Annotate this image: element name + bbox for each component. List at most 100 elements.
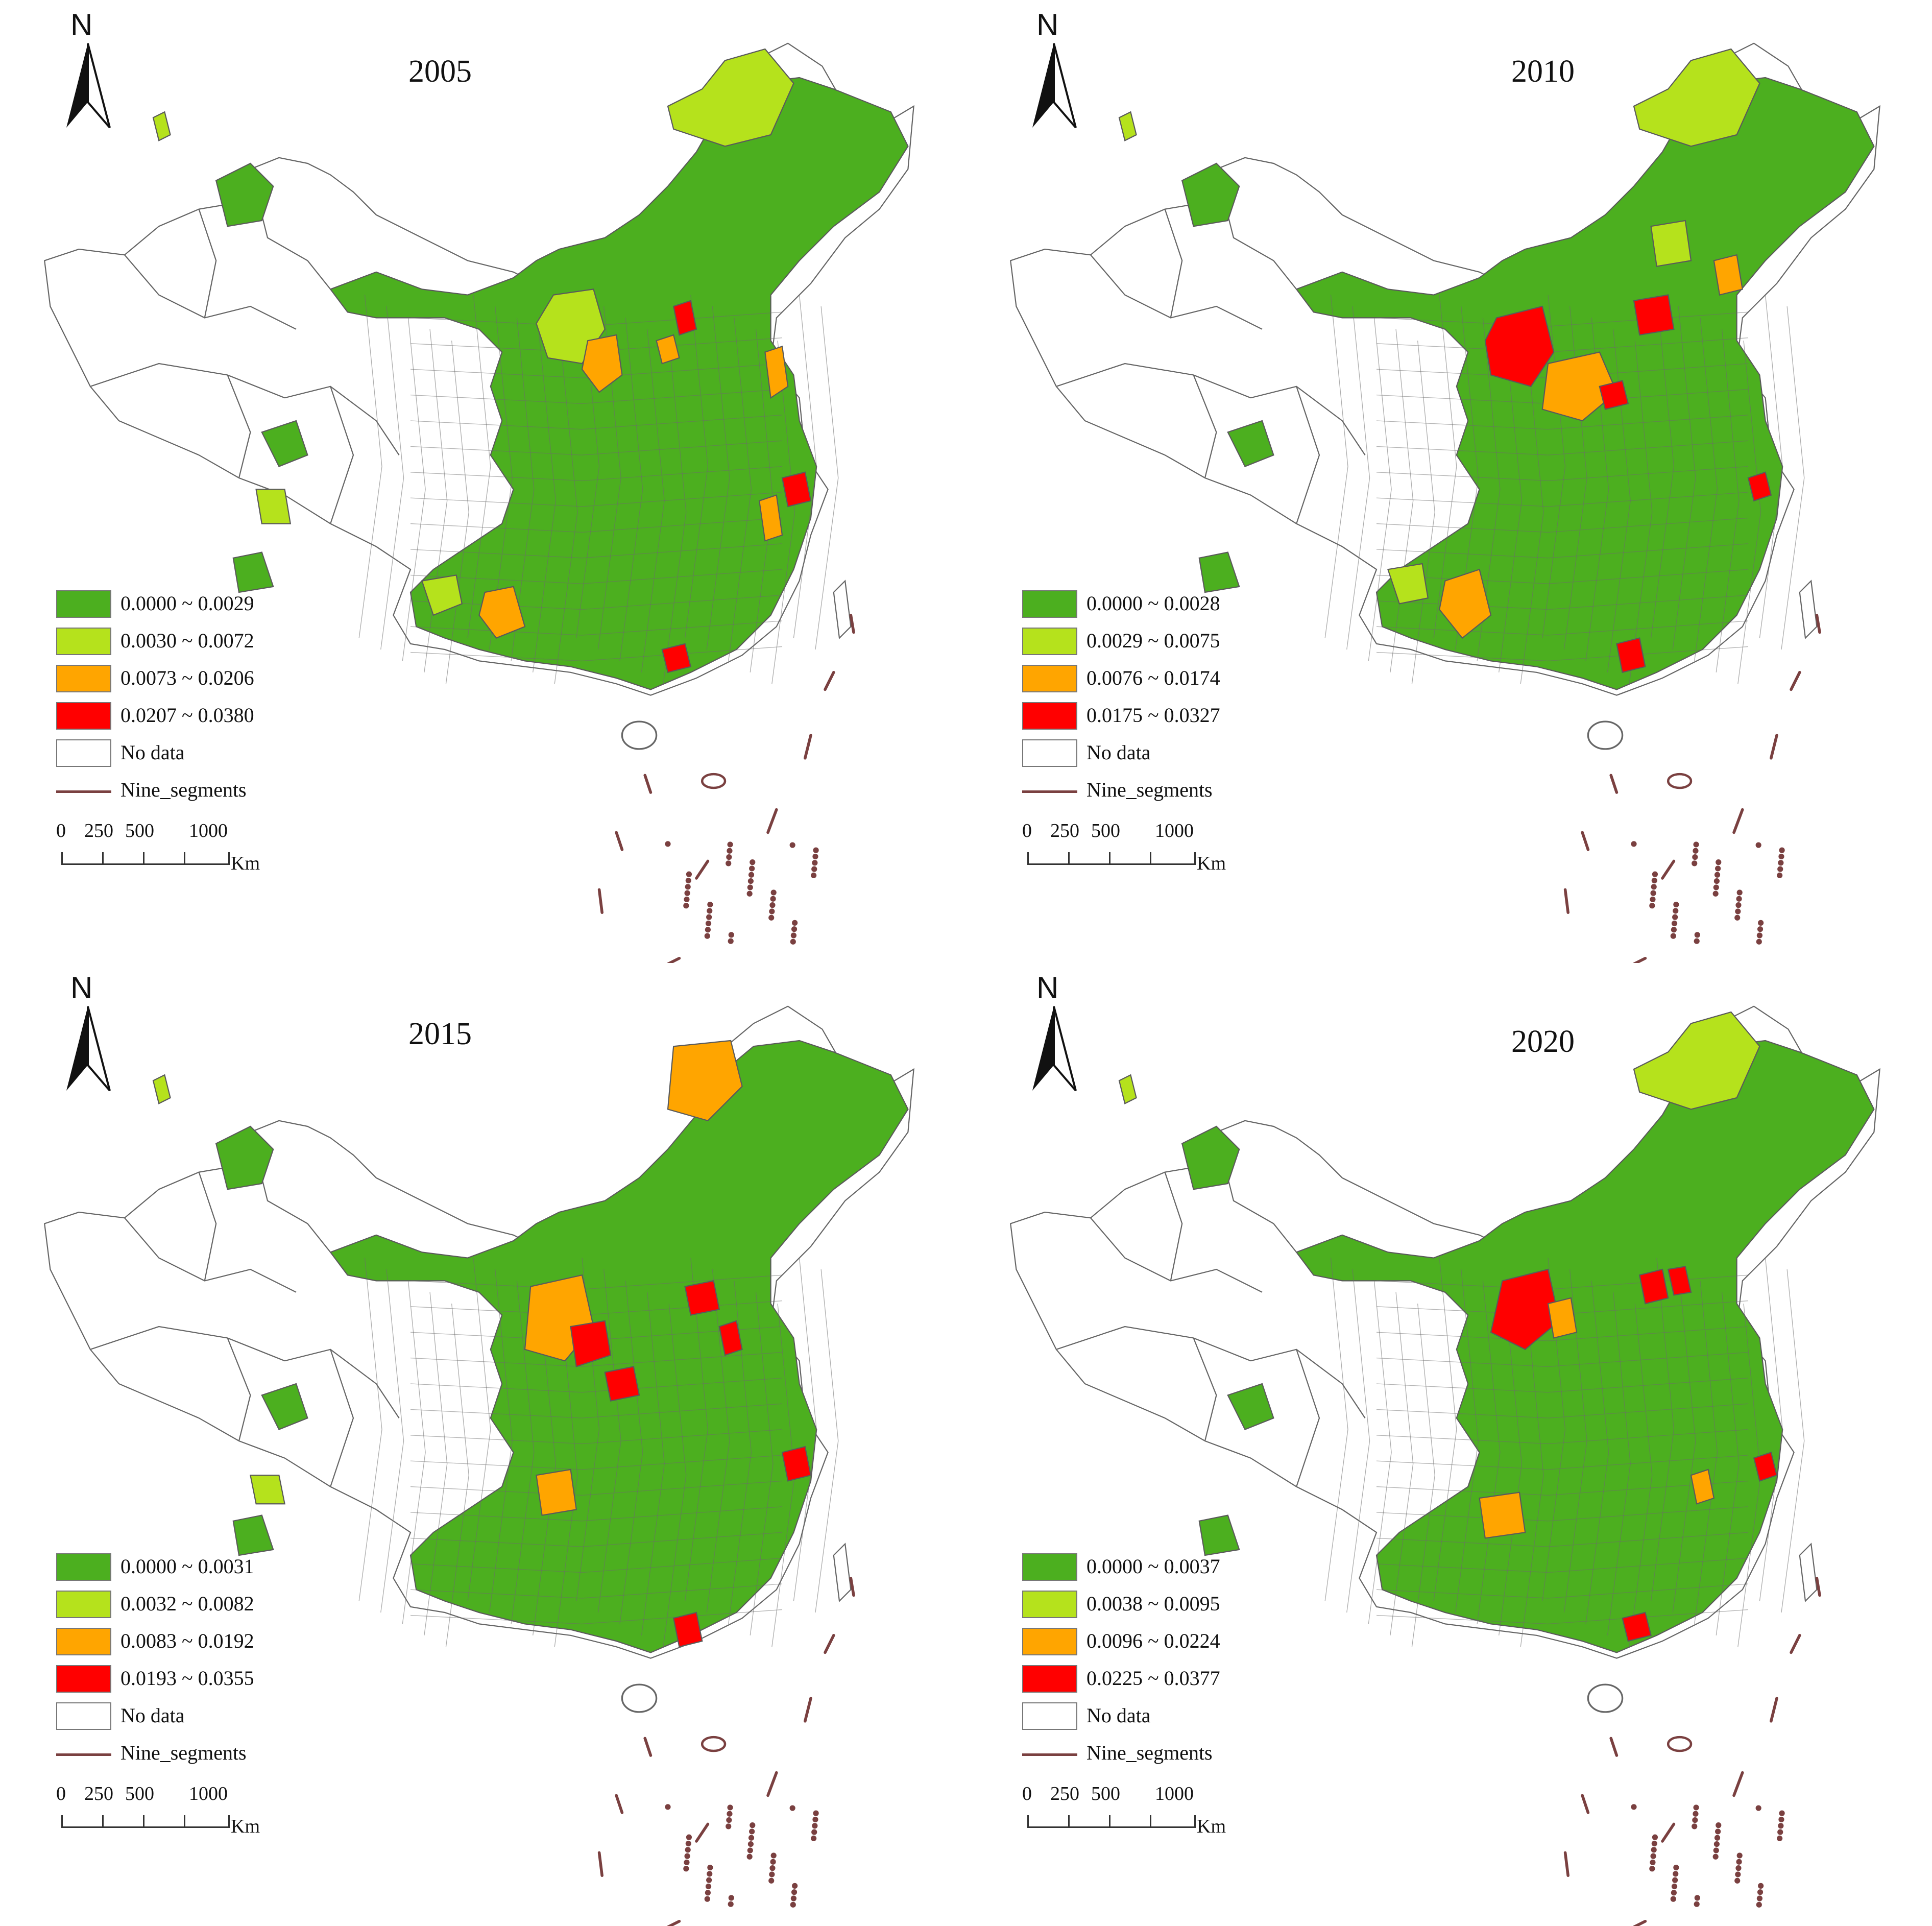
south-sea-island — [1652, 871, 1658, 877]
district-boundary — [1346, 1269, 1370, 1613]
nine-segment-line — [1563, 1851, 1570, 1877]
south-sea-island — [1715, 1828, 1721, 1835]
region-class1 — [261, 1383, 308, 1431]
scale-tick — [1109, 852, 1110, 865]
south-sea-island — [685, 1840, 691, 1847]
taiwan-island — [1799, 580, 1818, 640]
region-class4 — [661, 643, 692, 673]
district-boundary — [1376, 543, 1749, 559]
scale-unit: Km — [1197, 1816, 1226, 1837]
south-sea-island — [811, 1829, 817, 1835]
district-boundary — [1433, 1258, 1457, 1601]
district-boundary — [467, 1258, 491, 1601]
district-boundary — [1694, 1281, 1718, 1624]
south-sea-island — [726, 854, 732, 860]
legend-label: 0.0083 ~ 0.0192 — [120, 1629, 254, 1652]
legend-label: 0.0000 ~ 0.0037 — [1086, 1555, 1220, 1578]
district-boundary — [424, 1292, 448, 1635]
district-boundary — [554, 341, 578, 684]
legend-label: 0.0000 ~ 0.0029 — [120, 592, 254, 615]
south-sea-island — [747, 1841, 754, 1847]
legend-line-swatch — [56, 790, 111, 793]
south-sea-island — [791, 1889, 798, 1895]
nine-segment-line — [849, 1577, 855, 1597]
south-sea-island — [1735, 902, 1742, 908]
south-sea-island — [748, 872, 755, 878]
south-sea-island — [727, 1811, 733, 1817]
region-class1 — [232, 551, 274, 593]
nine-segment-line — [766, 1771, 778, 1797]
district-boundary — [1759, 295, 1783, 638]
south-sea-island — [1694, 932, 1700, 938]
legend-label: Nine_segments — [120, 778, 247, 801]
scale-tick-label: 500 — [1091, 1783, 1120, 1804]
south-sea-island — [1693, 1804, 1699, 1811]
legend-label: No data — [1086, 1704, 1151, 1727]
south-sea-island — [812, 1823, 818, 1829]
south-sea-island — [727, 1804, 733, 1811]
region-class4 — [1667, 1266, 1692, 1296]
south-sea-island — [707, 1871, 713, 1877]
district-boundary — [1376, 311, 1749, 327]
district-boundary — [410, 1352, 783, 1367]
district-boundary — [402, 1281, 426, 1624]
scale-tick — [61, 1815, 63, 1828]
district-boundary — [410, 1480, 783, 1496]
district-boundary — [410, 1455, 783, 1470]
south-sea-island — [1692, 860, 1698, 866]
north-label: N — [70, 8, 93, 42]
south-sea-island — [727, 848, 733, 854]
nine-segment-line — [1661, 1822, 1676, 1843]
region-class2 — [1387, 563, 1429, 605]
legend-line-swatch — [1022, 1753, 1077, 1756]
south-sea-island — [728, 1901, 734, 1907]
south-sea-island — [1735, 1865, 1742, 1871]
legend-label: 0.0032 ~ 0.0082 — [120, 1592, 254, 1615]
hainan-island — [1587, 1683, 1624, 1713]
south-sea-island — [1716, 1822, 1722, 1828]
south-sea-island — [1779, 1810, 1785, 1816]
region-class2 — [1118, 1074, 1137, 1104]
south-sea-island — [685, 1847, 691, 1853]
south-sea-island — [747, 1847, 753, 1853]
district-boundary — [1376, 1352, 1749, 1367]
district-boundary — [1716, 1292, 1740, 1635]
scale-tick — [102, 852, 104, 865]
region-class4 — [604, 1366, 640, 1402]
map-year-title: 2005 — [408, 54, 472, 89]
district-boundary — [1781, 306, 1805, 650]
district-boundary — [424, 329, 448, 672]
scale-tick-label: 0 — [56, 1783, 66, 1804]
nine-segment-line — [695, 859, 710, 880]
south-sea-island — [813, 847, 819, 853]
south-sea-island — [707, 1864, 713, 1871]
legend-swatch — [56, 1702, 111, 1730]
legend-line-swatch — [56, 1753, 111, 1756]
district-boundary — [771, 341, 795, 684]
legend-swatch — [56, 665, 111, 692]
south-sea-island — [684, 1853, 690, 1859]
region-class4 — [570, 1320, 612, 1367]
region-class1 — [1181, 162, 1240, 227]
region-class3 — [1438, 568, 1492, 639]
china-map — [1009, 1005, 1880, 1926]
nine-segment-line — [1815, 614, 1821, 634]
south-sea-island — [770, 896, 776, 902]
north-label: N — [1036, 971, 1059, 1005]
south-sea-island — [1778, 1816, 1784, 1823]
south-sea-island — [1671, 927, 1677, 933]
region-class2 — [152, 111, 171, 141]
district-boundary — [380, 1269, 404, 1613]
south-sea-island — [1779, 847, 1785, 853]
district-boundary — [410, 1429, 783, 1444]
district-boundary — [1520, 341, 1544, 684]
south-sea-island — [728, 1895, 734, 1901]
south-sea-island — [1736, 889, 1743, 896]
south-sea-island — [1692, 1817, 1698, 1823]
scale-bar: 0 250 500 1000 Km — [1022, 1783, 1237, 1839]
district-boundary — [554, 1304, 578, 1647]
district-boundary — [1390, 329, 1414, 672]
south-sea-island — [1715, 865, 1721, 872]
south-sea-island — [1651, 884, 1657, 890]
region-class4 — [1753, 1451, 1778, 1482]
